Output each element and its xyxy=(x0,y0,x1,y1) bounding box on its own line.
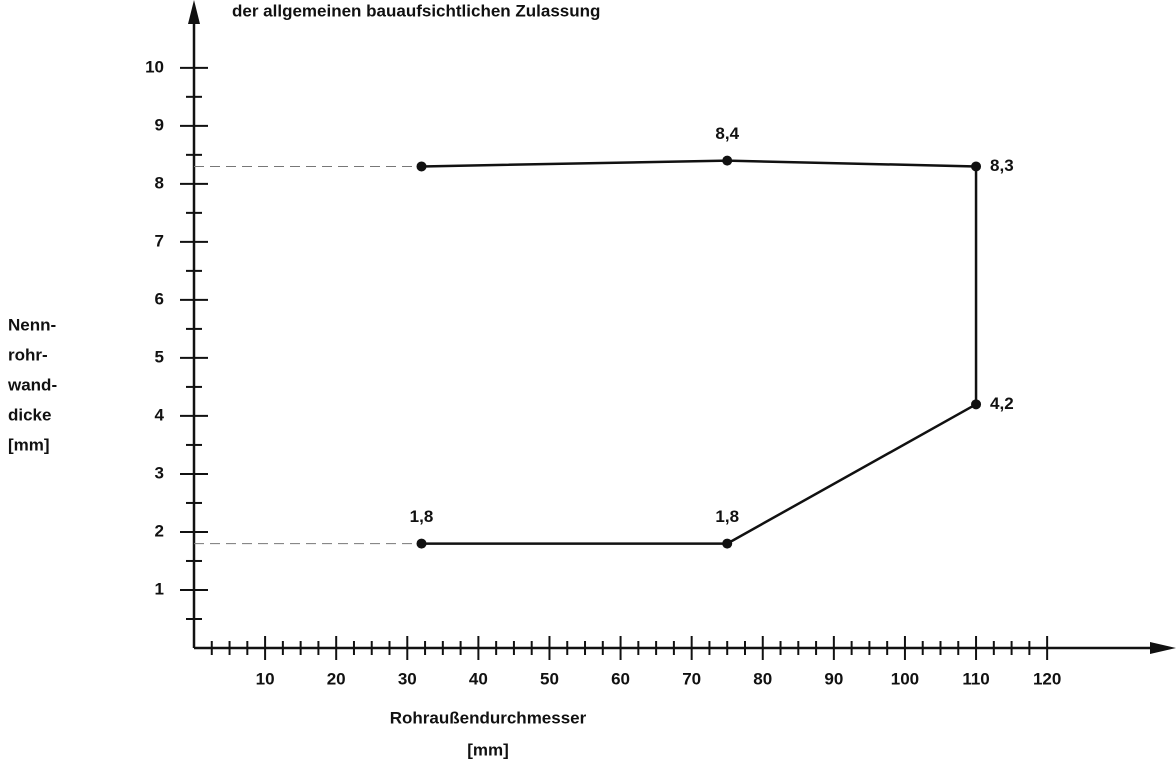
data-point xyxy=(416,161,427,172)
y-tick-label: 5 xyxy=(155,347,164,366)
y-axis-label: wand- xyxy=(7,375,57,394)
y-tick-label: 6 xyxy=(155,289,164,308)
x-tick-label: 40 xyxy=(469,669,488,688)
x-tick-label: 10 xyxy=(256,669,275,688)
data-point xyxy=(416,538,427,549)
data-point xyxy=(722,538,733,549)
y-axis-label: Nenn- xyxy=(8,315,56,334)
x-tick-label: 100 xyxy=(891,669,919,688)
x-tick-label: 20 xyxy=(327,669,346,688)
data-label: 8,3 xyxy=(990,156,1014,175)
x-tick-label: 30 xyxy=(398,669,417,688)
x-tick-label: 60 xyxy=(611,669,630,688)
data-label: 8,4 xyxy=(715,124,739,143)
y-axis-label: dicke xyxy=(8,405,51,424)
data-label: 1,8 xyxy=(410,507,434,526)
data-point xyxy=(722,155,733,166)
x-tick-label: 110 xyxy=(962,669,989,688)
x-axis-arrow xyxy=(1150,642,1176,654)
x-tick-label: 70 xyxy=(682,669,701,688)
y-tick-label: 8 xyxy=(155,173,164,192)
y-axis-label: [mm] xyxy=(8,435,50,454)
y-axis-label: rohr- xyxy=(8,345,48,364)
data-point xyxy=(971,399,982,410)
y-axis-arrow xyxy=(188,0,200,24)
data-label: 4,2 xyxy=(990,394,1014,413)
y-tick-label: 1 xyxy=(155,579,164,598)
x-tick-label: 50 xyxy=(540,669,559,688)
y-tick-label: 4 xyxy=(155,405,165,424)
x-tick-label: 120 xyxy=(1033,669,1061,688)
y-tick-label: 9 xyxy=(155,115,164,134)
x-axis-label: Rohraußendurchmesser xyxy=(390,708,587,727)
x-tick-label: 90 xyxy=(824,669,843,688)
chart-title: der allgemeinen bauaufsichtlichen Zulass… xyxy=(232,1,600,20)
data-point xyxy=(971,161,982,172)
y-tick-label: 10 xyxy=(145,57,164,76)
x-tick-label: 80 xyxy=(753,669,772,688)
data-label: 1,8 xyxy=(715,507,739,526)
y-tick-label: 2 xyxy=(155,521,164,540)
x-axis-label: [mm] xyxy=(467,740,509,759)
y-tick-label: 3 xyxy=(155,463,164,482)
y-tick-label: 7 xyxy=(155,231,164,250)
data-line xyxy=(421,159,978,545)
